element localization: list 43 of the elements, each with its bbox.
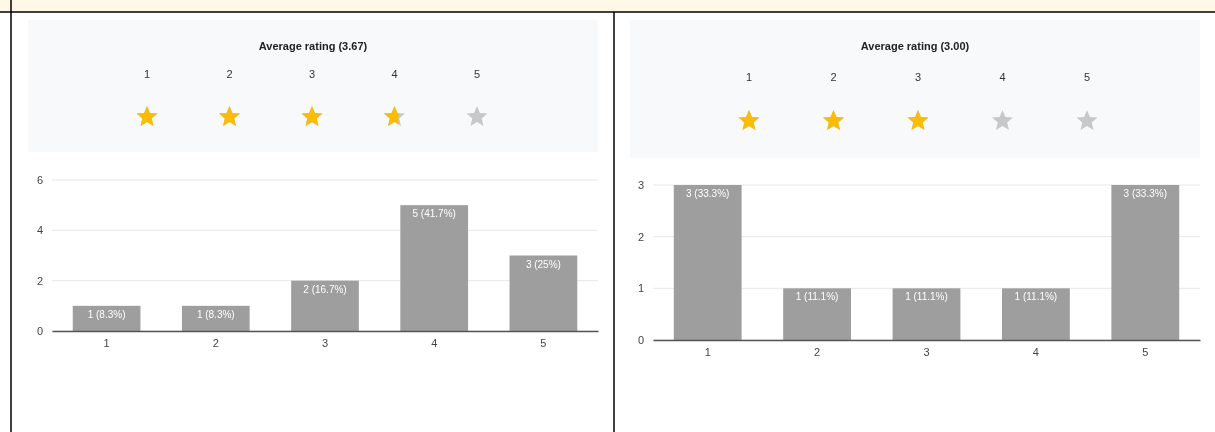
x-tick-label: 2 [814,346,821,359]
y-tick-label: 2 [637,230,644,243]
data-label: 1 (11.1%) [1014,291,1058,303]
text: 2 [226,68,233,80]
chart-title: Average rating (3.67) [258,40,368,52]
y-tick-label: 4 [36,224,43,237]
text: 1 [143,68,151,80]
y-tick-label: 2 [36,274,43,287]
y-tick-label: 1 [637,282,644,295]
text: 2 [830,71,837,83]
y-tick-label: 6 [36,174,43,187]
text: 5 [1083,71,1091,83]
text: 4 [391,68,398,80]
data-label: 1 (8.3%) [87,308,126,320]
text: 4 [999,71,1006,83]
data-label: 3 (33.3%) [686,188,730,199]
chart-title: Average rating (3.00) [860,40,970,52]
x-tick-label: 1 [704,346,711,359]
data-label: 1 (8.3%) [196,308,235,320]
y-tick-label: 0 [637,334,644,347]
y-tick-label: 3 [637,179,644,192]
y-tick-label: 0 [36,325,43,338]
data-label: 1 (11.1%) [905,291,948,303]
data-label: 3 (33.3%) [1123,188,1167,199]
text: 3 [914,71,922,83]
x-tick-label: 5 [1142,346,1149,359]
bar [509,255,578,331]
bar [400,205,469,331]
x-tick-label: 3 [923,346,930,359]
x-tick-label: 4 [1032,346,1039,359]
text: 5 [473,68,481,80]
data-label: 2 (16.7%) [303,283,347,295]
data-label: 3 (25%) [525,258,561,270]
x-tick-label: 5 [540,337,547,350]
data-label: 1 (11.1%) [795,291,839,303]
x-tick-label: 4 [431,337,438,350]
text: 3 [308,68,316,80]
data-label: 5 (41.7%) [412,208,456,220]
x-tick-label: 1 [103,337,110,350]
x-tick-label: 2 [212,337,219,350]
x-tick-label: 3 [321,337,329,350]
text: 1 [745,71,753,83]
bar [291,280,359,331]
